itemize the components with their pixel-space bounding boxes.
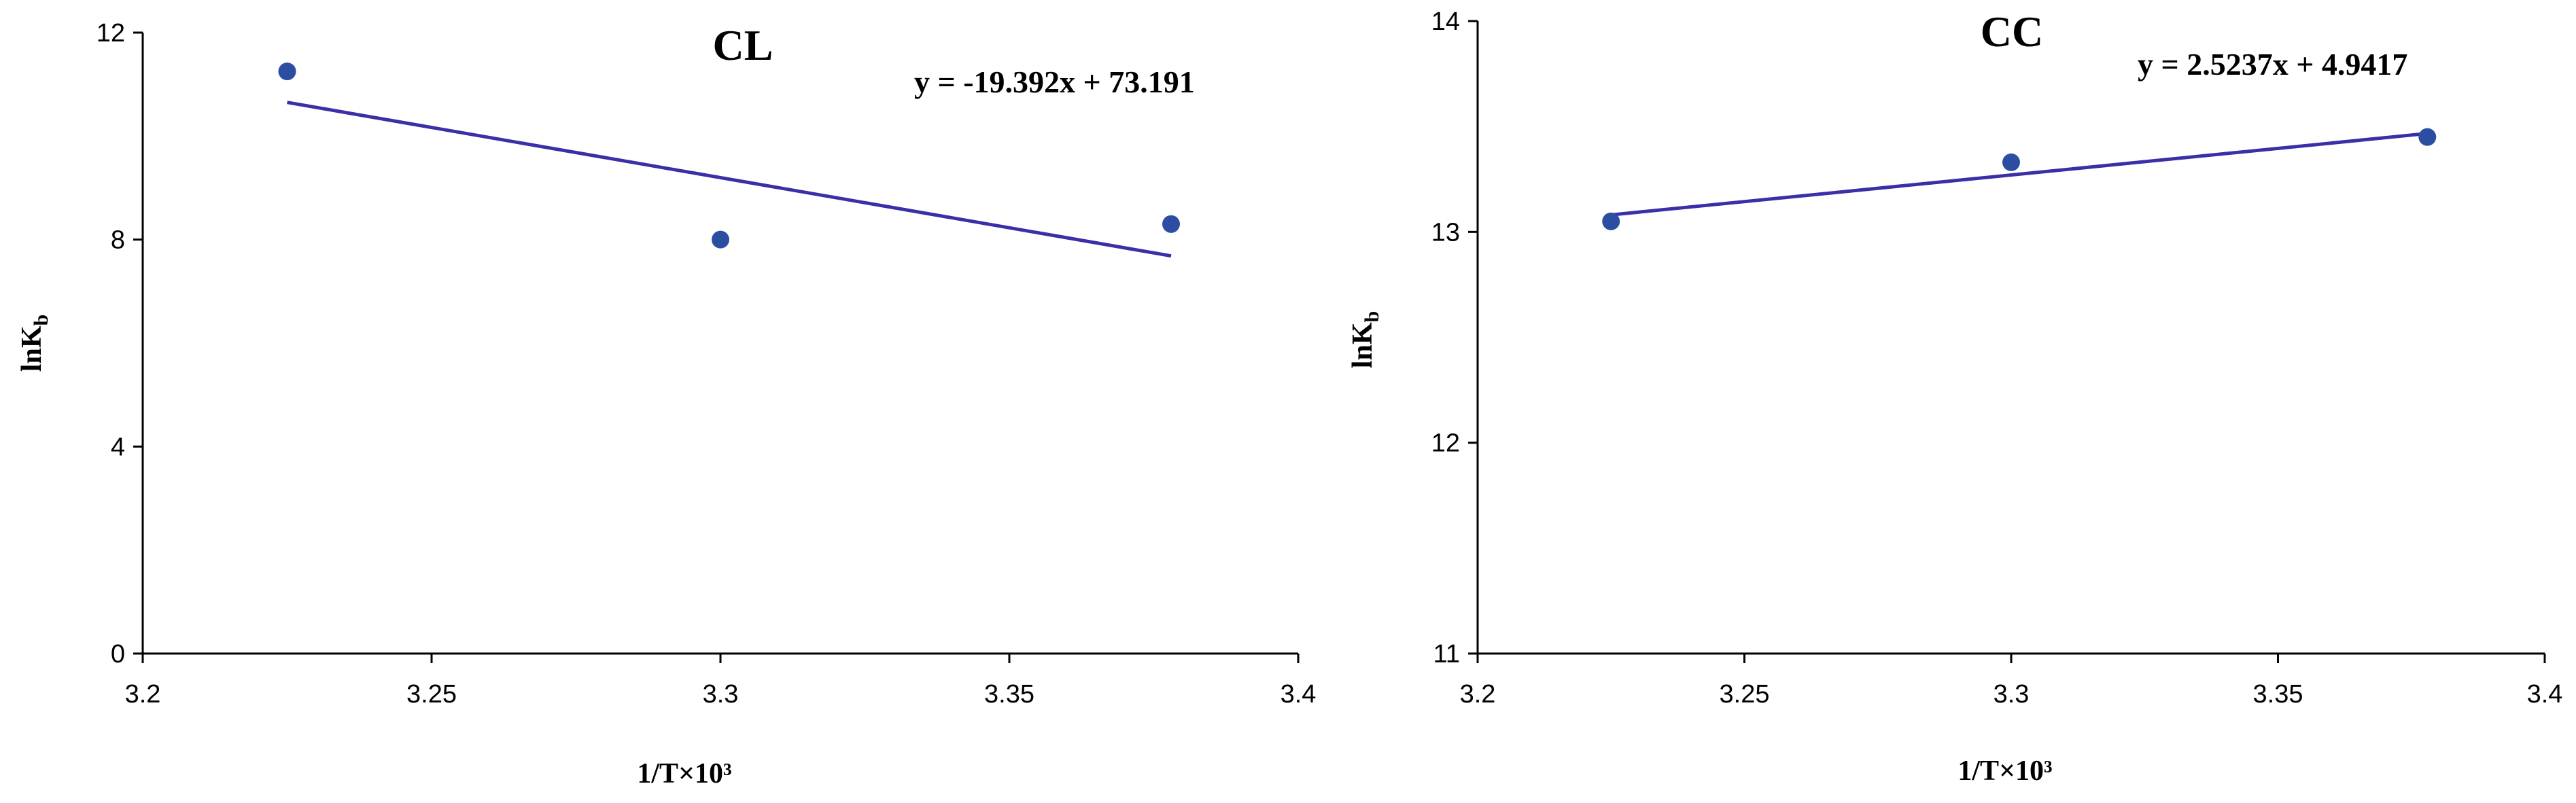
chart-title: CC bbox=[1981, 7, 2043, 56]
x-ticks: 3.2 3.25 3.3 3.35 3.4 bbox=[125, 654, 1317, 709]
x-tick-label: 3.35 bbox=[984, 680, 1034, 709]
y-axis-label-main: lnK bbox=[1347, 322, 1378, 368]
x-tick-label: 3.25 bbox=[1720, 680, 1770, 709]
y-tick-label: 11 bbox=[1433, 640, 1460, 668]
y-tick-label: 12 bbox=[97, 19, 125, 48]
x-axis-label: 1/T×10³ bbox=[637, 758, 731, 789]
chart-title: CL bbox=[713, 21, 773, 69]
x-tick-label: 3.4 bbox=[2527, 680, 2563, 709]
y-tick-label: 0 bbox=[111, 640, 125, 668]
y-axis-label-sub: b bbox=[30, 315, 52, 326]
y-tick-label: 14 bbox=[1431, 7, 1460, 36]
trend-equation: y = -19.392x + 73.191 bbox=[914, 65, 1195, 99]
data-point bbox=[1602, 212, 1620, 230]
chart-cl: 0 4 8 12 3.2 3.25 3.3 3.35 3.4 CL y = -19.392x … bbox=[16, 19, 1316, 789]
y-ticks: 0 4 8 12 bbox=[97, 19, 143, 668]
y-axis-label-sub: b bbox=[1361, 311, 1383, 323]
x-ticks: 3.2 3.25 3.3 3.35 3.4 bbox=[1460, 654, 2563, 709]
x-tick-label: 3.2 bbox=[125, 680, 161, 709]
y-ticks: 11 12 13 14 bbox=[1431, 7, 1478, 668]
data-point bbox=[712, 230, 729, 249]
x-tick-label: 3.35 bbox=[2253, 680, 2303, 709]
y-tick-label: 12 bbox=[1431, 429, 1460, 458]
trendline bbox=[1611, 131, 2428, 217]
data-point bbox=[278, 63, 296, 81]
x-tick-label: 3.2 bbox=[1460, 680, 1496, 709]
data-point bbox=[2418, 128, 2437, 146]
chart-cc: 11 12 13 14 3.2 3.25 3.3 3.35 3.4 CC y = 2.5237… bbox=[1347, 7, 2562, 787]
y-tick-label: 8 bbox=[111, 226, 125, 255]
data-point bbox=[1162, 215, 1180, 233]
y-axis-label-main: lnK bbox=[16, 325, 48, 372]
x-tick-label: 3.3 bbox=[703, 680, 739, 709]
x-tick-label: 3.4 bbox=[1281, 680, 1317, 709]
y-axis-label: lnKb bbox=[1347, 311, 1383, 368]
x-axis-label: 1/T×10³ bbox=[1957, 755, 2052, 787]
y-tick-label: 4 bbox=[111, 433, 125, 461]
data-point bbox=[2002, 153, 2020, 171]
trendline bbox=[287, 101, 1172, 258]
data-points bbox=[1602, 128, 2437, 230]
data-points bbox=[278, 63, 1180, 249]
x-tick-label: 3.25 bbox=[406, 680, 457, 709]
trend-equation: y = 2.5237x + 4.9417 bbox=[2138, 47, 2407, 82]
x-tick-label: 3.3 bbox=[1994, 680, 2030, 709]
y-axis-label: lnKb bbox=[16, 315, 52, 372]
y-tick-label: 13 bbox=[1431, 218, 1460, 247]
